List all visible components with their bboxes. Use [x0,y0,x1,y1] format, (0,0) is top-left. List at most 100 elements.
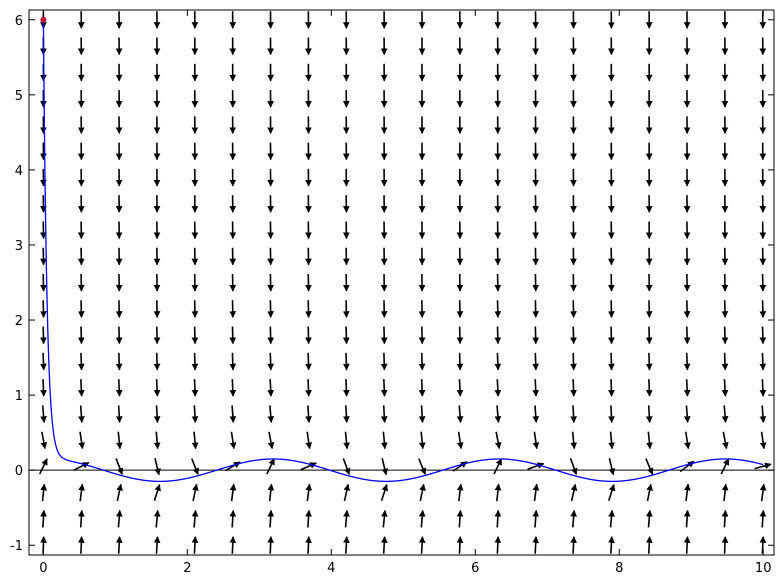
slope-arrow [305,536,312,554]
slope-arrow [532,509,540,528]
slope-arrow [229,352,237,371]
slope-arrow [40,352,47,371]
slope-arrow [532,536,540,554]
x-tick-label: 4 [327,561,335,576]
slope-arrow [570,536,577,554]
slope-arrow [494,326,502,345]
slope-arrow [229,536,237,554]
slope-arrow [494,431,502,450]
slope-arrow [191,536,199,554]
slope-arrow [759,352,767,371]
slope-arrow [570,509,578,528]
slope-arrow [115,352,123,371]
slope-arrow [608,536,615,554]
slope-arrow [608,509,615,528]
slope-arrow [456,379,464,397]
slope-arrow [570,379,577,397]
slope-arrow [267,536,275,554]
slope-arrow [683,352,691,371]
slope-arrow [532,405,540,424]
tick-labels: 0 2 4 6 8 10 -1 0 1 2 3 4 5 6 [10,14,771,576]
slope-arrow [721,326,729,345]
slope-arrow [229,509,237,528]
slope-arrow [300,462,317,471]
slope-arrow [153,483,161,502]
axis-ticks [29,10,774,555]
slope-arrow [380,483,389,502]
x-tick-label: 8 [615,561,623,576]
slope-arrow [191,431,199,450]
slope-arrow [759,536,767,554]
slope-arrow [418,536,426,554]
slope-arrow [683,379,691,397]
slope-arrow [115,458,124,475]
slope-arrow [305,379,312,397]
slope-arrow [570,431,578,450]
slope-arrow [494,405,502,424]
slope-arrow [78,536,85,554]
slope-arrow [266,458,275,475]
slope-arrow [381,457,388,476]
slope-arrow [116,431,123,450]
slope-arrow [380,379,388,397]
slope-arrow [77,352,85,371]
slope-arrow [343,483,351,502]
slope-arrow [721,405,729,424]
slope-arrow [191,509,199,528]
slope-arrow [645,536,653,554]
slope-arrow [229,431,237,450]
slope-arrow [645,405,653,424]
slope-arrow [40,483,48,502]
slope-arrow [645,458,654,475]
x-tick-label: 2 [183,561,191,576]
x-tick-label: 0 [39,561,47,576]
slope-arrow [608,431,615,450]
slope-arrow [722,431,729,450]
y-tick-label: 6 [15,14,23,29]
slope-arrow [645,379,653,397]
slope-arrow [419,483,426,502]
slope-arrow [532,352,540,371]
slope-arrow [153,379,161,397]
y-tick-label: -1 [10,539,23,554]
slope-arrow [646,431,653,450]
slope-arrow [115,536,123,554]
slope-arrow [343,405,350,424]
slope-arrow [191,379,199,397]
slope-arrow [342,458,351,476]
slope-arrow [40,405,47,424]
slope-arrow [191,352,199,371]
slope-arrow [153,536,161,554]
slope-arrow [229,405,237,424]
slope-arrow [78,431,85,450]
slope-arrow [456,536,464,554]
slope-arrow [115,509,123,528]
slope-arrow [305,509,312,528]
x-tick-label: 6 [471,561,479,576]
slope-arrow [754,462,772,470]
slope-arrow [759,509,767,528]
slope-arrow [570,352,577,371]
slope-arrow [418,431,426,450]
slope-arrow [305,405,312,424]
slope-arrow [343,431,350,450]
slope-arrow [683,536,691,554]
slope-arrow [759,379,767,397]
slope-arrow [305,431,313,450]
y-tick-label: 4 [15,164,23,179]
slope-arrow [267,352,275,371]
slope-arrow [456,509,464,528]
slope-arrow [267,405,275,424]
slope-arrow [78,509,85,528]
slope-arrow [73,461,90,471]
slope-arrow [153,352,161,371]
slope-arrow [493,458,503,475]
slope-arrow [608,352,615,371]
slope-field [38,11,772,554]
slope-arrow [608,379,615,397]
slope-arrow [38,458,48,475]
slope-arrow [305,352,312,371]
slope-arrow [494,536,502,554]
slope-arrow [229,483,237,502]
